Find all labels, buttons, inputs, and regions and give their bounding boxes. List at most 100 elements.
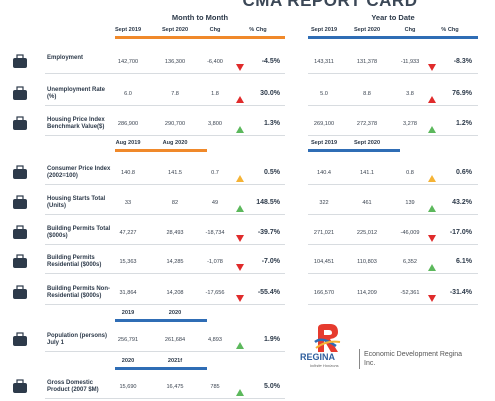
cell-value: 31,864 [119,290,137,296]
row-separator [308,73,478,74]
cell-value: 0.7 [211,170,219,176]
trend-arrow [236,383,244,396]
row-icon [12,285,28,301]
cell-value: 140.8 [121,170,135,176]
trend-arrow [428,58,436,71]
trend-arrow [428,289,436,302]
cell-value: 272,378 [356,121,378,127]
row-separator [45,214,285,215]
column-header: Aug 2019 [115,140,141,146]
row-icon [12,332,28,348]
cell-value: -46,009 [400,230,420,236]
percent-change: 1.9% [264,336,280,343]
trend-arrow [236,229,244,242]
percent-change: 0.5% [264,169,280,176]
cell-value: 141.5 [168,170,182,176]
logo-tagline: Infinite Horizons [310,363,339,368]
cell-value: 3,278 [403,121,417,127]
column-header: Sept 2020 [161,27,189,33]
trend-arrow [428,258,436,271]
percent-change: 43.2% [452,199,472,206]
column-header: Chg [404,27,416,33]
column-header: 2019 [121,310,135,316]
trend-arrow [428,90,436,103]
trend-arrow [236,120,244,133]
cell-value: 225,012 [356,230,378,236]
cell-value: 322 [319,200,329,206]
trend-arrow [428,120,436,133]
cell-value: 0.8 [406,170,414,176]
cell-value: -11,933 [400,59,420,65]
cell-value: 269,100 [313,121,335,127]
percent-change: -39.7% [257,229,280,236]
row-label: Housing Price Index Benchmark Value($) [47,117,105,130]
row-separator [45,351,285,352]
row-separator [308,214,478,215]
column-header: Chg [209,27,221,33]
cell-value: 47,227 [119,230,137,236]
cell-value: 8.8 [363,91,371,97]
row-icon [12,165,28,181]
section-title: Month to Month [171,13,229,22]
cell-value: 142,700 [117,59,139,65]
trend-arrow [236,90,244,103]
trend-arrow [428,229,436,242]
trend-arrow [428,199,436,212]
row-icon [12,225,28,241]
cell-value: -52,361 [400,290,420,296]
cell-value: 143,311 [314,59,334,65]
column-header: 2021f [167,358,183,364]
row-label: Gross Domestic Product (2007 $M) [47,380,99,393]
row-separator [308,244,478,245]
cell-value: -6,400 [207,59,223,65]
section-title: Year to Date [371,13,415,22]
percent-change: -17.0% [449,229,472,236]
cell-value: 49 [211,200,219,206]
header-bar [115,149,207,152]
cell-value: 139 [405,200,415,206]
percent-change: -31.4% [449,289,472,296]
cell-value: -1,078 [207,259,223,265]
row-separator [45,135,285,136]
row-separator [45,244,285,245]
column-header: Sept 2020 [353,140,381,146]
cell-value: 82 [171,200,179,206]
row-label: Employment [47,55,84,61]
cell-value: 104,451 [313,259,335,265]
header-bar [308,149,400,152]
cell-value: 6.0 [124,91,132,97]
header-bar [115,36,285,39]
column-header: Sept 2019 [114,27,142,33]
row-separator [45,398,285,399]
cell-value: 15,363 [119,259,137,265]
column-header: % Chg [441,27,459,33]
row-label: Building Permits Residential ($000s) [47,255,102,268]
trend-arrow [236,336,244,349]
cell-value: 5.0 [320,91,328,97]
cell-value: 261,684 [164,337,186,343]
row-separator [45,184,285,185]
trend-arrow [428,169,436,182]
cell-value: 15,690 [119,384,137,390]
trend-arrow [236,169,244,182]
cell-value: 271,021 [313,230,335,236]
cell-value: 140.4 [317,170,331,176]
cell-value: 1.8 [211,91,219,97]
cell-value: 16,475 [166,384,184,390]
percent-change: 76.9% [452,90,472,97]
cell-value: -17,656 [205,290,225,296]
percent-change: 1.3% [264,120,280,127]
row-icon [12,254,28,270]
row-separator [308,304,478,305]
trend-arrow [236,199,244,212]
percent-change: 1.2% [456,120,472,127]
percent-change: -7.0% [261,258,280,265]
cell-value: 7.8 [171,91,179,97]
column-header: Sept 2020 [353,27,381,33]
percent-change: 30.0% [260,90,280,97]
title: CMA REPORT CARD [242,0,418,10]
cell-value: 286,900 [117,121,139,127]
logo-mark [314,324,341,352]
cell-value: 256,791 [117,337,139,343]
